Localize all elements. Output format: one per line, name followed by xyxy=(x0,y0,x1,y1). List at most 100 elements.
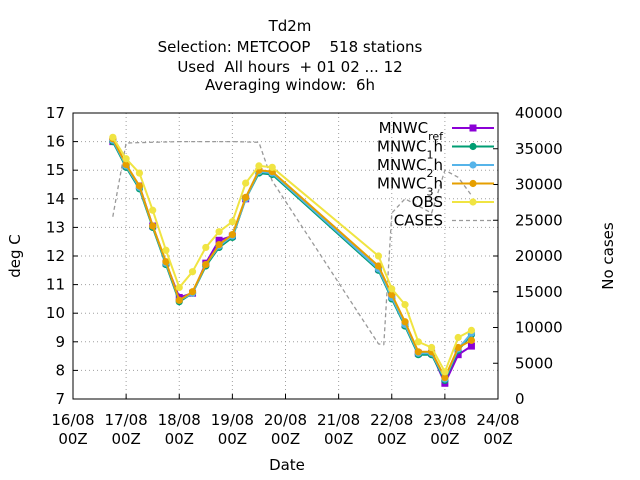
data-point xyxy=(454,343,462,352)
data-point xyxy=(162,258,170,266)
y-tick-label: 11 xyxy=(46,276,65,294)
data-point xyxy=(268,163,276,171)
y-tick-label: 14 xyxy=(46,190,65,208)
data-point xyxy=(242,179,250,187)
title-line: Td2m xyxy=(268,17,312,35)
data-point xyxy=(215,228,223,236)
y-tick-label: 7 xyxy=(55,390,65,408)
data-point xyxy=(388,291,396,299)
y2-tick-label: 15000 xyxy=(515,283,563,301)
data-point xyxy=(467,336,476,344)
y-tick-label: 15 xyxy=(46,161,65,179)
data-point xyxy=(414,338,422,346)
data-point xyxy=(149,222,157,230)
y-tick-label: 8 xyxy=(55,361,65,379)
data-point xyxy=(175,296,183,304)
x-tick-label: 00Z xyxy=(111,430,140,448)
data-point xyxy=(374,262,383,270)
data-point xyxy=(202,260,210,269)
y2-tick-label: 40000 xyxy=(515,104,563,122)
x-axis-label: Date xyxy=(269,456,305,474)
data-point xyxy=(162,246,170,254)
data-point xyxy=(175,283,183,292)
data-point xyxy=(454,351,462,359)
data-point xyxy=(188,268,197,276)
y-tick-label: 9 xyxy=(55,333,65,351)
data-point xyxy=(469,124,477,132)
x-tick-label: 23/08 xyxy=(423,411,466,429)
y2-tick-label: 35000 xyxy=(515,140,563,158)
data-point xyxy=(467,342,475,350)
series-mnwc3 xyxy=(109,135,476,382)
data-point xyxy=(469,142,477,151)
data-point xyxy=(441,368,449,376)
grid xyxy=(73,113,498,399)
data-point xyxy=(427,343,436,352)
y2-tick-label: 20000 xyxy=(515,247,563,265)
x-tick-label: 00Z xyxy=(58,430,87,448)
x-tick-label: 00Z xyxy=(430,430,459,448)
data-point xyxy=(215,236,223,244)
title-line: Used All hours + 01 02 ... 12 xyxy=(177,58,402,76)
data-point xyxy=(215,240,223,249)
y2-axis-label: No cases xyxy=(599,222,617,290)
y2-tick-label: 25000 xyxy=(515,211,563,229)
data-point xyxy=(469,179,477,188)
x-tick-label: 22/08 xyxy=(370,411,413,429)
axes: 7 8 9 10 11 12 13 14 15 16 17 0 5000 10000 15000 20000 2… xyxy=(46,104,563,448)
y-tick-label: 17 xyxy=(46,104,65,122)
data-point xyxy=(122,155,130,163)
x-tick-label: 00Z xyxy=(218,430,247,448)
data-point xyxy=(242,193,250,201)
x-tick-label: 19/08 xyxy=(211,411,254,429)
chart-title: Td2m Selection: METCOOP 518 stations Use… xyxy=(158,17,423,94)
y2-tick-label: 10000 xyxy=(515,319,563,337)
legend-label: CASES xyxy=(394,212,443,230)
title-line: Selection: METCOOP 518 stations xyxy=(158,38,423,56)
data-point xyxy=(149,206,157,214)
data-point xyxy=(401,318,409,326)
y-tick-label: 10 xyxy=(46,304,65,322)
legend-item: OBS xyxy=(412,193,494,211)
x-tick-label: 18/08 xyxy=(158,411,201,429)
data-point xyxy=(202,243,210,252)
data-point xyxy=(228,218,236,226)
data-point xyxy=(467,326,476,334)
x-tick-label: 16/08 xyxy=(51,411,94,429)
data-point xyxy=(228,230,236,239)
series-cases xyxy=(112,140,472,346)
series-line xyxy=(112,140,472,346)
y-tick-label: 16 xyxy=(46,133,65,151)
y-axis-label: deg C xyxy=(6,234,24,278)
legend-item: MNWCref xyxy=(379,119,494,143)
x-tick-label: 00Z xyxy=(271,430,300,448)
x-tick-label: 00Z xyxy=(377,430,406,448)
x-tick-label: 17/08 xyxy=(105,411,148,429)
data-point xyxy=(374,252,383,260)
data-point xyxy=(469,161,477,169)
data-point xyxy=(109,133,117,141)
data-point xyxy=(122,160,130,169)
legend-label: MNWCref xyxy=(379,119,445,143)
data-point xyxy=(401,301,409,309)
x-tick-label: 00Z xyxy=(483,430,512,448)
data-point xyxy=(135,169,144,177)
legend-item: CASES xyxy=(394,212,494,230)
x-tick-label: 21/08 xyxy=(317,411,360,429)
series-layer xyxy=(109,133,476,387)
x-tick-label: 24/08 xyxy=(476,411,519,429)
data-point xyxy=(388,285,396,293)
data-point xyxy=(441,373,449,382)
x-tick-label: 20/08 xyxy=(264,411,307,429)
y2-tick-label: 30000 xyxy=(515,176,563,194)
y2-tick-label: 5000 xyxy=(515,354,553,372)
data-point xyxy=(414,348,422,356)
data-point xyxy=(469,198,477,206)
x-tick-label: 00Z xyxy=(165,430,194,448)
data-point xyxy=(255,162,263,170)
y-tick-label: 13 xyxy=(46,218,65,236)
data-point xyxy=(135,182,144,190)
data-point xyxy=(188,288,197,296)
